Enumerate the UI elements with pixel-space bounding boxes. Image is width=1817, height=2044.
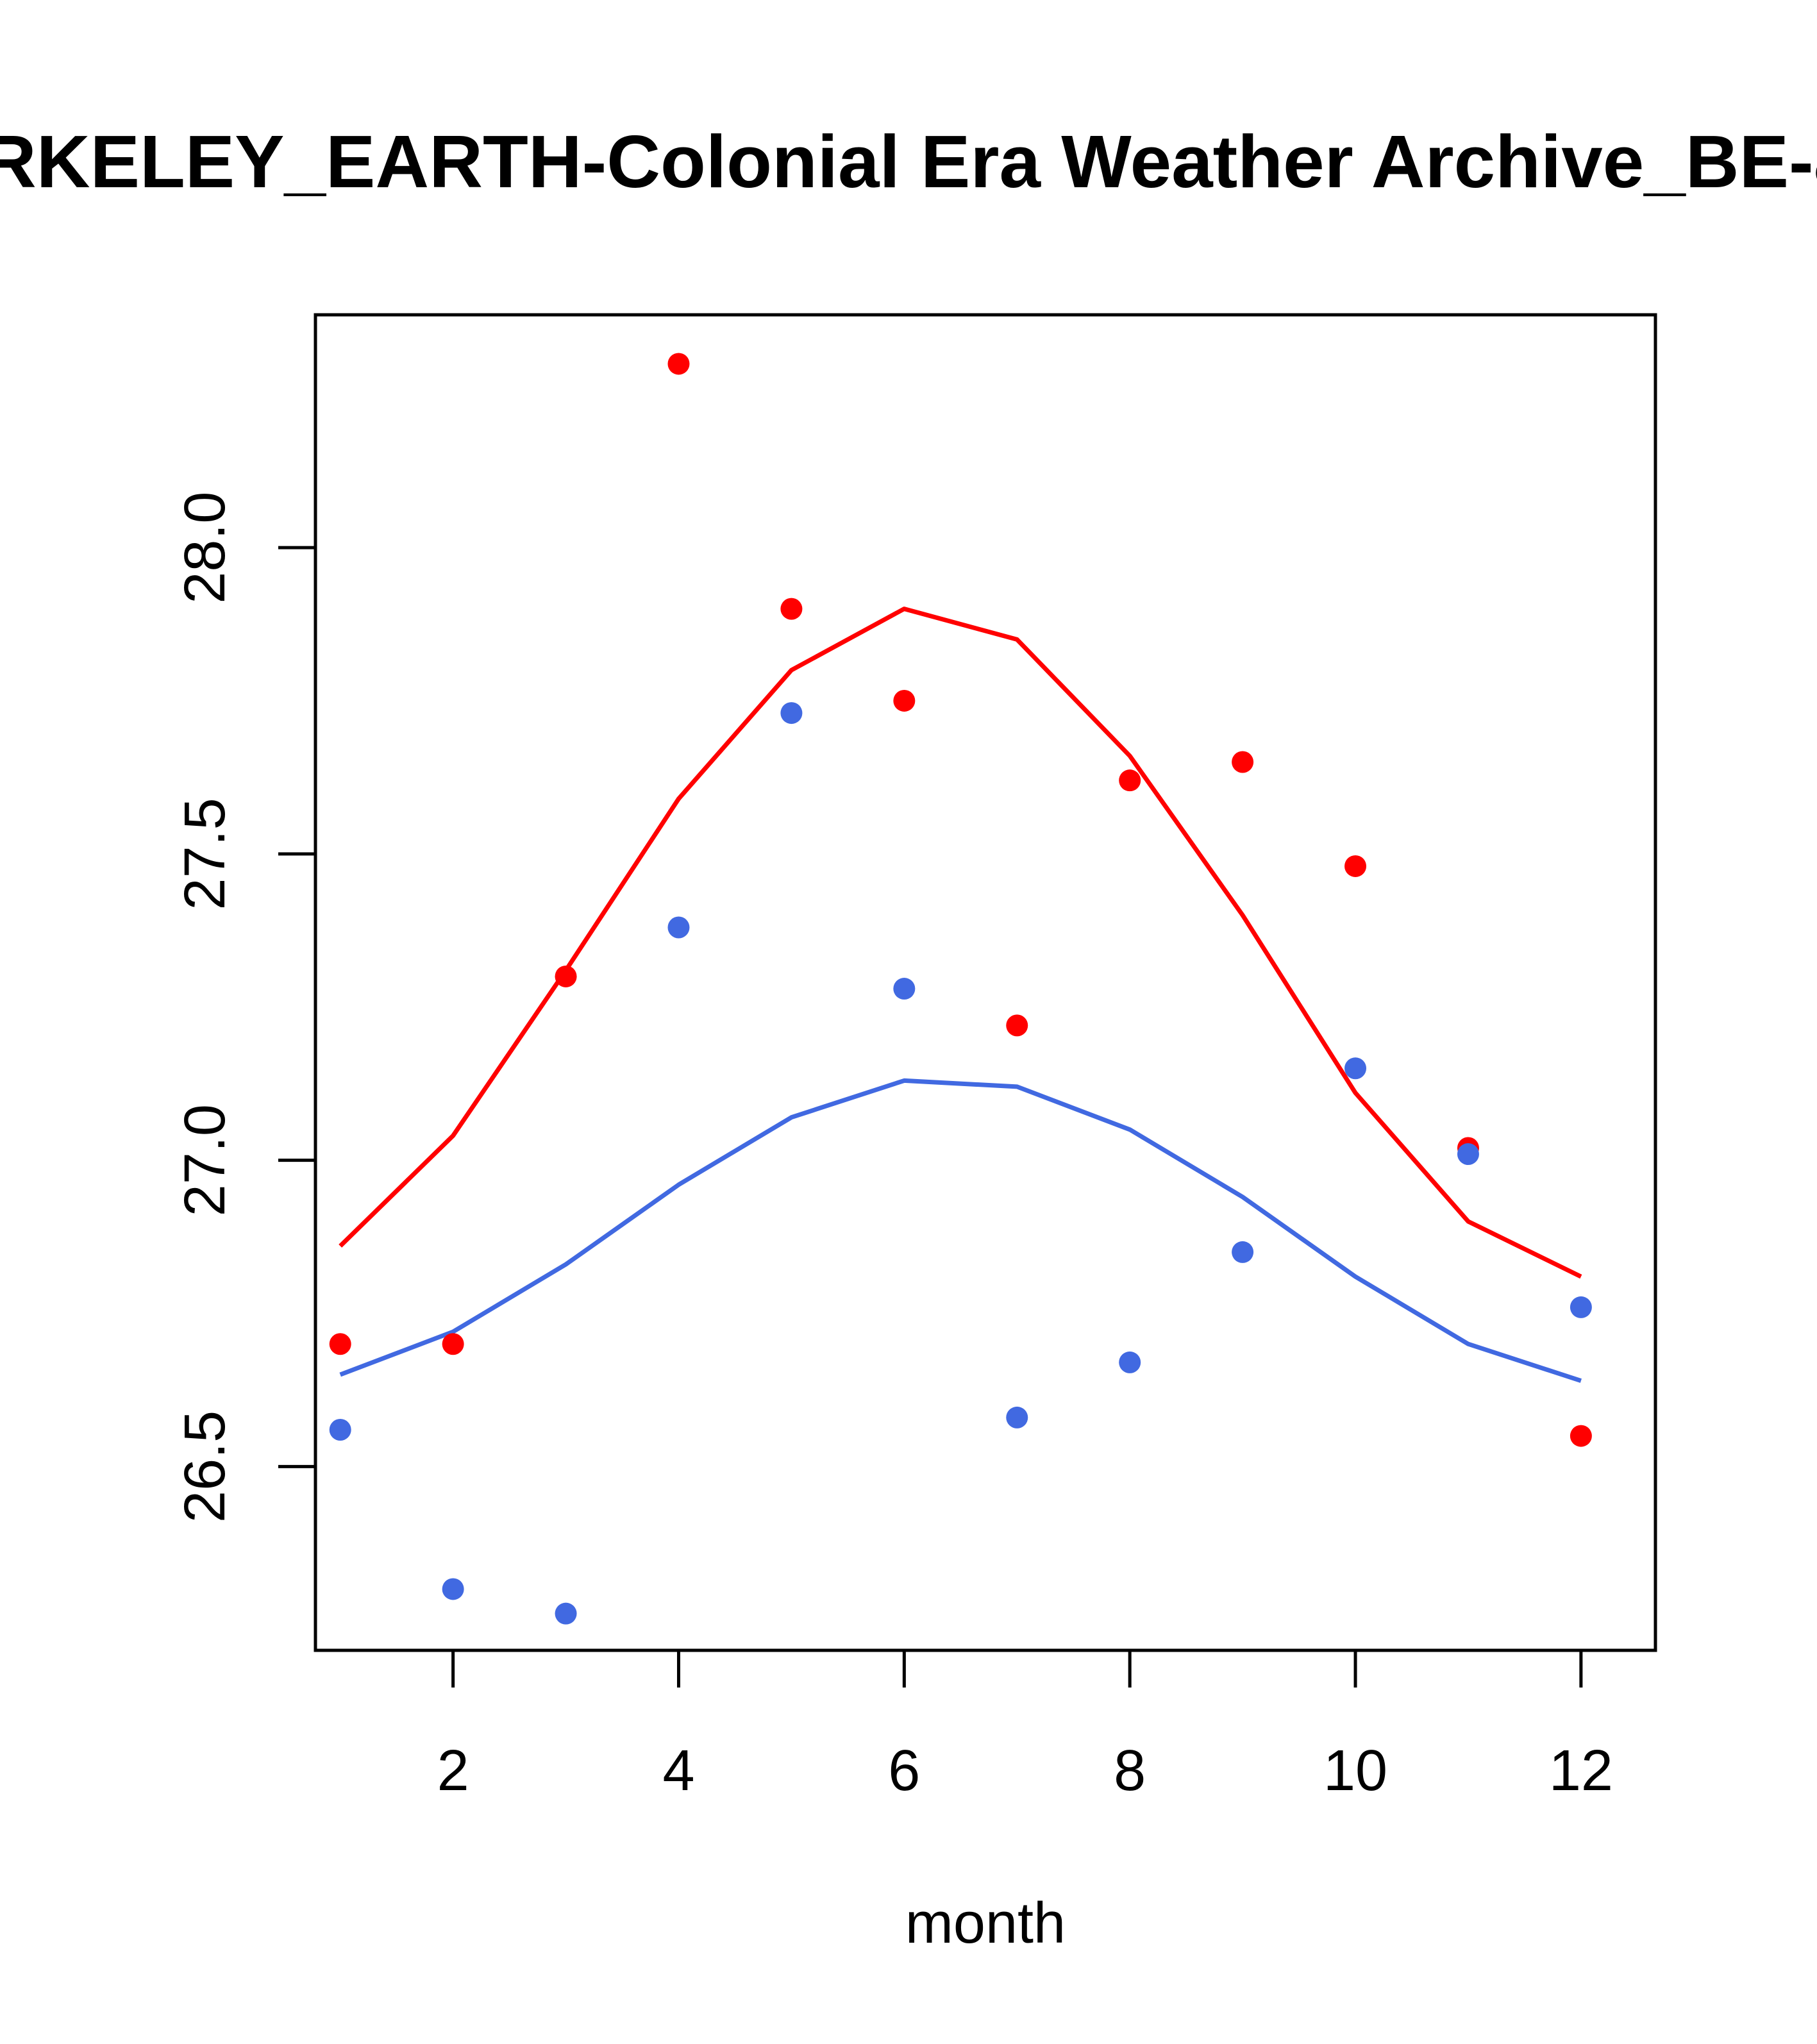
series-2-point [1570,1296,1592,1318]
x-axis-label: month [905,1891,1066,1956]
plot-frame [314,313,1657,1652]
series-1-point [893,689,916,712]
x-tick-label: 12 [1549,1739,1613,1803]
x-tick-label: 10 [1323,1739,1387,1803]
series-2-point [893,978,916,1000]
y-tick-label: 27.5 [173,798,237,910]
series-points [329,353,1592,1625]
chart-title: BERKELEY_EARTH-Colonial Era Weather Arch… [0,120,1817,203]
series-1-point [780,598,803,620]
x-tick-label: 2 [437,1739,469,1803]
series-2-point [667,916,690,939]
series-1-point [1006,1014,1028,1037]
y-axis: 26.5 27.0 27.5 28.0 [173,492,317,1523]
series-1-point [329,1333,351,1355]
series-2-point [1006,1406,1028,1428]
series-1-point [1119,769,1141,792]
series-2-point [1344,1057,1367,1080]
y-tick-label: 27.0 [173,1104,237,1216]
y-tick-label: 26.5 [173,1411,237,1523]
series-2-line [339,1078,1582,1383]
x-axis: 2 4 6 8 10 12 [437,1650,1613,1803]
series-2-point [1457,1143,1479,1166]
series-2-point [780,702,803,725]
series-2-point [329,1419,351,1441]
series-1-point [1232,751,1254,773]
x-tick-label: 6 [888,1739,920,1803]
series-1-line [339,607,1582,1279]
x-tick-label: 4 [662,1739,694,1803]
x-tick-label: 8 [1114,1739,1146,1803]
series-1-point [1570,1425,1592,1447]
series-lines [339,607,1582,1383]
series-1-point [555,965,577,987]
series-1-point [442,1333,464,1355]
series-2-point [442,1578,464,1600]
y-tick-label: 28.0 [173,492,237,604]
series-2-point [555,1602,577,1625]
series-1-point [667,353,690,375]
series-1-point [1344,855,1367,877]
series-2-point [1232,1241,1254,1263]
series-2-point [1119,1351,1141,1373]
